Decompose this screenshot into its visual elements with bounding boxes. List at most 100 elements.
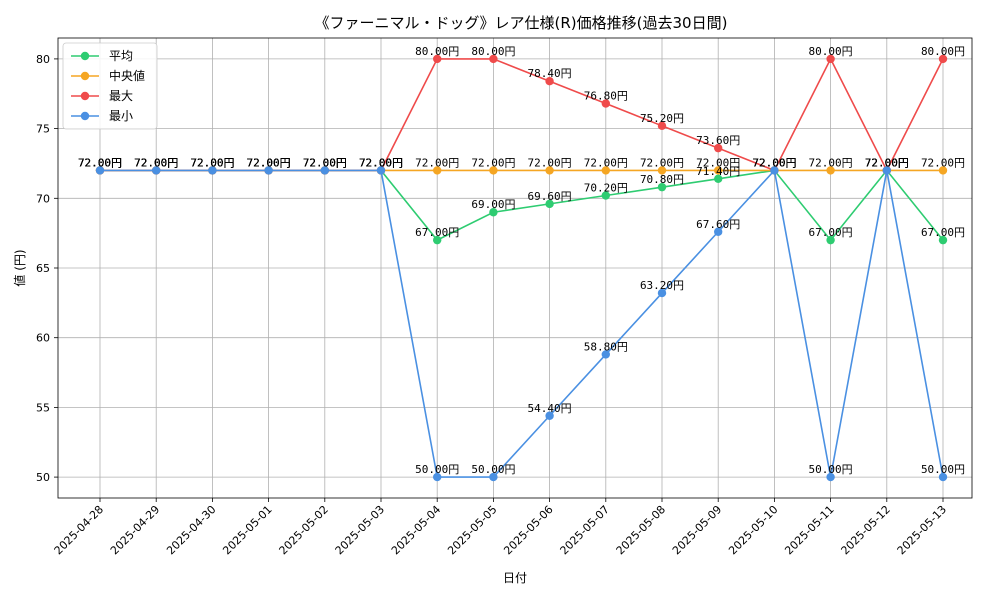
legend-marker bbox=[80, 71, 90, 81]
data-point bbox=[601, 166, 610, 175]
data-label: 72.00円 bbox=[303, 156, 347, 169]
data-label: 72.00円 bbox=[415, 156, 459, 169]
data-point bbox=[433, 235, 442, 245]
data-label: 72.00円 bbox=[359, 156, 403, 169]
data-point bbox=[433, 166, 442, 175]
data-point bbox=[714, 174, 723, 183]
data-label: 76.80円 bbox=[584, 90, 628, 103]
data-label: 72.00円 bbox=[752, 156, 796, 169]
data-label: 72.00円 bbox=[921, 156, 965, 169]
data-label: 73.60円 bbox=[696, 134, 740, 147]
data-labels: 72.00円 72.00円 72.00円 72.00円 72.00円 72.00円 67.0… bbox=[78, 45, 965, 476]
legend-label: 平均 bbox=[109, 49, 133, 63]
data-label: 72.00円 bbox=[190, 156, 234, 169]
data-point bbox=[601, 99, 610, 108]
data-point bbox=[826, 166, 835, 175]
data-label: 69.00円 bbox=[471, 198, 515, 211]
data-label: 71.40円 bbox=[696, 165, 740, 178]
data-label: 72.00円 bbox=[247, 156, 291, 169]
x-tick-label: 2025-04-29 bbox=[108, 503, 162, 557]
data-point bbox=[657, 288, 667, 298]
data-label: 72.00円 bbox=[247, 156, 291, 169]
data-label: 50.00円 bbox=[471, 463, 515, 476]
data-point bbox=[938, 166, 948, 175]
data-point bbox=[152, 166, 161, 175]
data-point bbox=[489, 166, 498, 175]
data-point bbox=[545, 199, 554, 209]
data-point bbox=[545, 411, 554, 420]
legend-box bbox=[62, 42, 158, 130]
data-label: 72.00円 bbox=[752, 156, 796, 169]
data-point bbox=[938, 235, 948, 245]
data-label: 72.00円 bbox=[134, 156, 178, 169]
data-label: 72.00円 bbox=[134, 156, 178, 169]
x-tick-label: 2025-05-03 bbox=[333, 503, 387, 557]
x-tick-label: 2025-05-05 bbox=[445, 503, 499, 557]
data-point bbox=[826, 472, 835, 482]
data-point bbox=[938, 472, 948, 482]
data-point bbox=[95, 166, 105, 175]
data-label: 72.00円 bbox=[303, 156, 347, 169]
legend-label: 中央値 bbox=[109, 68, 145, 83]
data-label: 70.20円 bbox=[584, 182, 628, 195]
x-tick-label: 2025-04-28 bbox=[52, 503, 106, 557]
data-label: 78.40円 bbox=[528, 67, 572, 80]
data-point bbox=[714, 227, 723, 236]
data-label: 67.00円 bbox=[415, 226, 459, 239]
x-tick-label: 2025-05-13 bbox=[895, 503, 949, 557]
series-layer bbox=[95, 54, 948, 482]
legend-label: 最小 bbox=[109, 109, 133, 123]
legend-marker bbox=[80, 111, 90, 121]
data-point bbox=[433, 472, 442, 482]
data-label: 72.00円 bbox=[78, 156, 122, 169]
data-point bbox=[376, 166, 386, 175]
series-line bbox=[100, 168, 944, 478]
x-axis-ticks: 2025-04-28 2025-04-29 2025-04-30 2025-05-01… bbox=[52, 498, 949, 557]
data-label: 72.00円 bbox=[303, 156, 347, 169]
data-point bbox=[657, 182, 667, 192]
data-label: 72.00円 bbox=[865, 156, 909, 169]
x-axis-label: 日付 bbox=[503, 571, 527, 585]
x-tick-label: 2025-05-04 bbox=[389, 503, 443, 557]
data-label: 72.00円 bbox=[809, 156, 853, 169]
data-label: 72.00円 bbox=[640, 156, 684, 169]
data-point bbox=[433, 54, 442, 64]
data-label: 72.00円 bbox=[134, 156, 178, 169]
y-tick-label: 65 bbox=[36, 262, 50, 275]
x-tick-label: 2025-05-11 bbox=[782, 503, 836, 557]
data-label: 72.00円 bbox=[247, 156, 291, 169]
data-label: 72.00円 bbox=[247, 156, 291, 169]
data-point bbox=[882, 166, 891, 175]
data-label: 72.00円 bbox=[359, 156, 403, 169]
data-label: 72.00円 bbox=[471, 156, 515, 169]
data-label: 72.00円 bbox=[752, 156, 796, 169]
data-label: 72.00円 bbox=[303, 156, 347, 169]
legend-marker bbox=[80, 51, 90, 61]
data-label: 80.00円 bbox=[809, 45, 853, 58]
x-tick-label: 2025-05-08 bbox=[614, 503, 668, 557]
x-tick-label: 2025-05-07 bbox=[558, 503, 612, 557]
data-label: 72.00円 bbox=[78, 156, 122, 169]
y-tick-label: 50 bbox=[36, 471, 50, 484]
data-label: 80.00円 bbox=[415, 45, 459, 58]
y-tick-label: 75 bbox=[36, 123, 50, 136]
y-tick-label: 55 bbox=[36, 401, 50, 414]
data-point bbox=[208, 166, 217, 175]
y-tick-label: 70 bbox=[36, 192, 50, 205]
data-point bbox=[545, 166, 554, 175]
x-tick-label: 2025-04-30 bbox=[164, 503, 218, 557]
data-label: 72.00円 bbox=[528, 156, 572, 169]
data-point bbox=[601, 350, 610, 359]
series-line bbox=[100, 57, 944, 173]
data-label: 50.00円 bbox=[921, 463, 965, 476]
data-point bbox=[489, 208, 498, 217]
data-label: 72.00円 bbox=[696, 156, 740, 169]
legend-label: 最大 bbox=[109, 89, 133, 103]
data-label: 67.60円 bbox=[696, 218, 740, 231]
data-point bbox=[545, 77, 554, 86]
data-label: 50.00円 bbox=[809, 463, 853, 476]
data-label: 67.00円 bbox=[809, 226, 853, 239]
legend-marker bbox=[80, 91, 90, 101]
data-point bbox=[657, 166, 667, 175]
data-label: 72.00円 bbox=[865, 156, 909, 169]
